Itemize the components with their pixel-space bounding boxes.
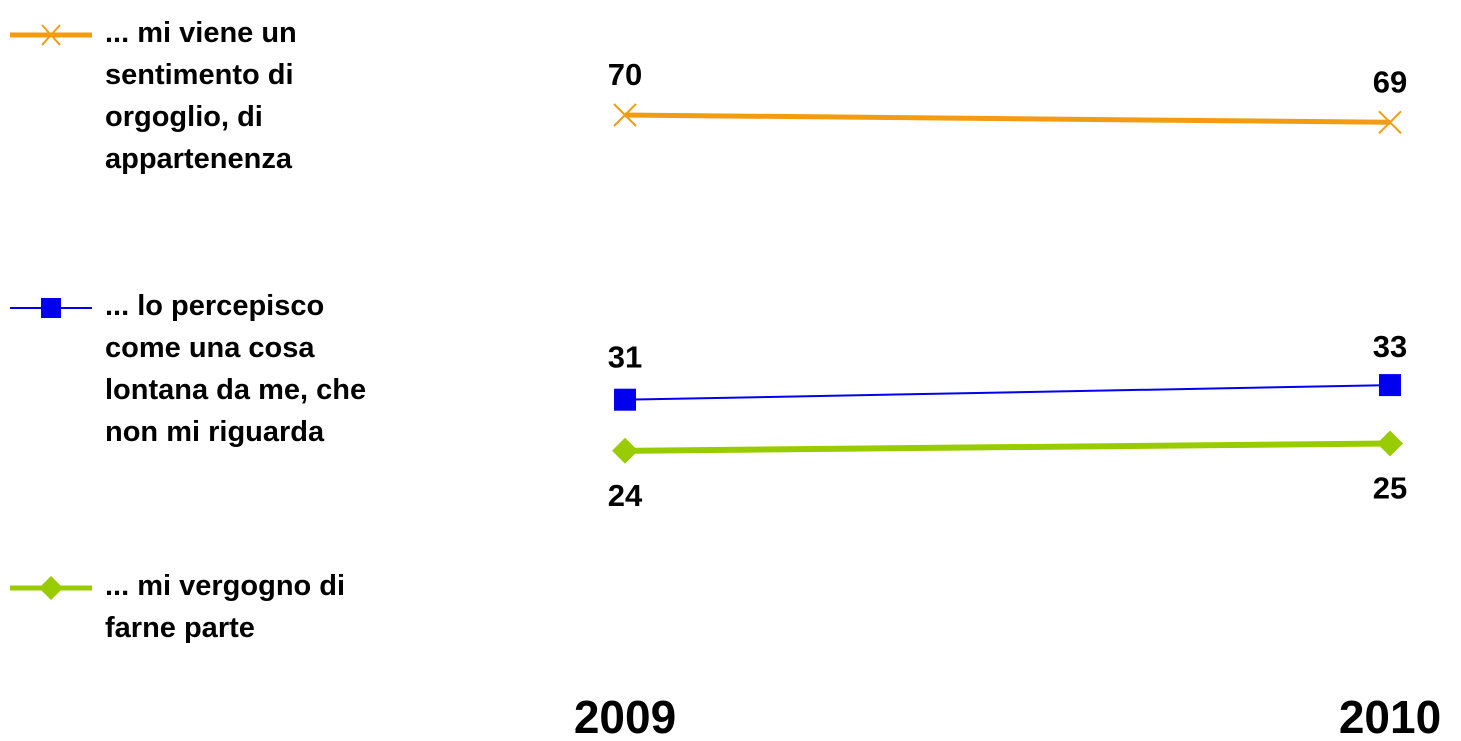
diamond-icon xyxy=(10,576,92,600)
x-tick-label-2010: 2010 xyxy=(1339,691,1441,741)
x-icon xyxy=(10,24,92,46)
series-line-2 xyxy=(624,440,1391,454)
data-label-2-1: 25 xyxy=(1373,471,1407,506)
legend-item-vergogno: ... mi vergogno di farne parte xyxy=(10,565,490,655)
square-icon xyxy=(10,298,92,318)
data-label-0-1: 69 xyxy=(1373,64,1407,99)
series-line-0 xyxy=(624,112,1391,125)
data-point-x-0-1 xyxy=(1378,110,1402,135)
legend-item-lontana: ... lo percepisco come una cosa lontana … xyxy=(10,285,490,455)
series-line-1 xyxy=(624,384,1391,401)
data-label-0-0: 70 xyxy=(608,57,642,92)
x-tick-label-2009: 2009 xyxy=(574,691,676,741)
legend-item-orgoglio: ... mi viene un sentimento di orgoglio, … xyxy=(10,12,490,182)
legend-label-lontana: ... lo percepisco come una cosa lontana … xyxy=(105,290,367,448)
data-point-diamond-2-0 xyxy=(612,437,638,464)
data-point-x-0-0 xyxy=(613,103,637,127)
data-label-1-1: 33 xyxy=(1373,329,1407,364)
legend-label-vergogno: ... mi vergogno di farne parte xyxy=(105,570,346,644)
legend-label-orgoglio: ... mi viene un sentimento di orgoglio, … xyxy=(105,17,297,175)
data-label-1-0: 31 xyxy=(608,340,642,375)
data-point-square-1-0 xyxy=(614,388,636,411)
data-point-square-1-1 xyxy=(1379,374,1401,397)
data-point-diamond-2-1 xyxy=(1377,430,1403,457)
data-label-2-0: 24 xyxy=(608,478,643,513)
